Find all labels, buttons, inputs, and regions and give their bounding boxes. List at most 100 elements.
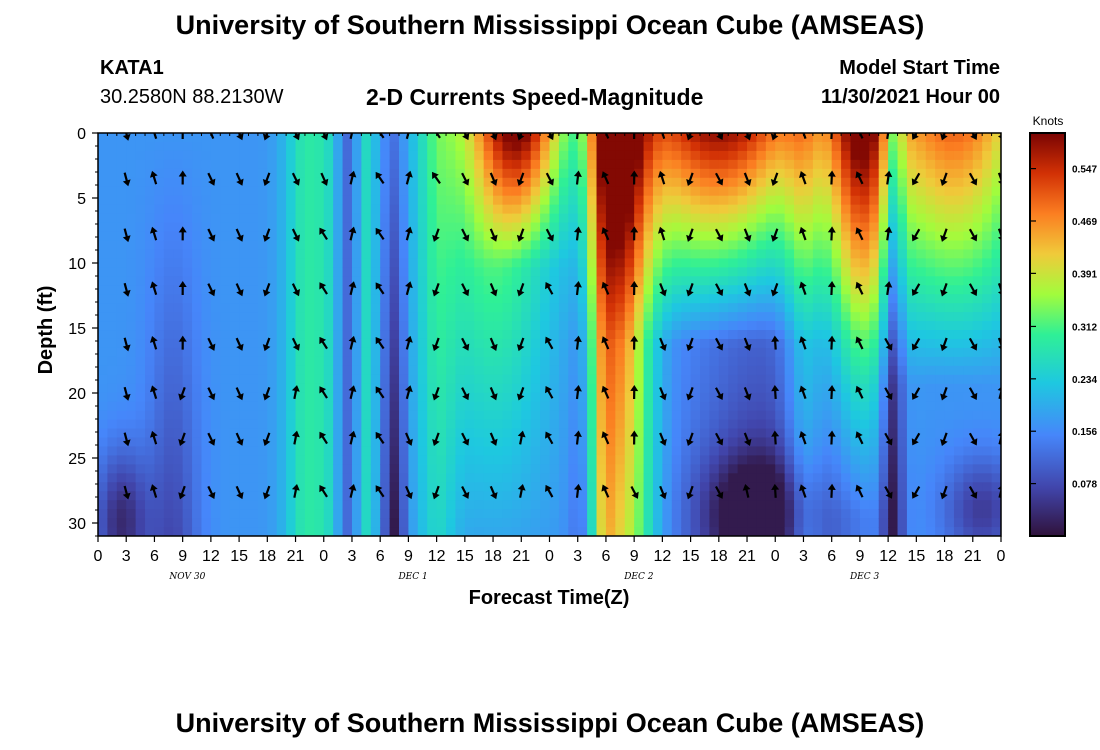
heatmap-cell	[568, 294, 579, 304]
heatmap-cell	[878, 338, 889, 349]
heatmap-cell	[643, 213, 654, 224]
heatmap-cell	[803, 491, 814, 501]
heatmap-cell	[540, 401, 551, 412]
heatmap-cell	[502, 518, 513, 528]
heatmap-cell	[323, 213, 334, 224]
heatmap-cell	[765, 195, 776, 206]
heatmap-cell	[737, 159, 748, 170]
heatmap-cell	[662, 518, 673, 528]
heatmap-cell	[370, 518, 381, 528]
current-arrow	[375, 431, 385, 445]
heatmap-cell	[681, 518, 692, 528]
heatmap-cell	[822, 374, 833, 385]
heatmap-cell	[248, 321, 259, 331]
heatmap-cell	[822, 222, 833, 233]
heatmap-cell	[972, 401, 983, 412]
heatmap-cell	[577, 338, 588, 349]
heatmap-cell	[267, 464, 278, 474]
heatmap-cell	[935, 133, 946, 143]
heatmap-cell	[709, 222, 720, 233]
heatmap-cell	[728, 141, 739, 152]
current-arrow	[405, 335, 413, 350]
heatmap-cell	[229, 303, 240, 313]
heatmap-cell	[511, 356, 522, 367]
heatmap-cell	[652, 204, 663, 215]
heatmap-cell	[248, 231, 259, 242]
heatmap-cell	[700, 285, 711, 295]
heatmap-cell	[257, 141, 268, 152]
heatmap-cell	[370, 464, 381, 474]
heatmap-cell	[634, 330, 645, 340]
heatmap-cell	[257, 258, 268, 268]
heatmap-cell	[549, 464, 560, 474]
heatmap-cell	[690, 356, 701, 367]
heatmap-cell	[794, 330, 805, 340]
heatmap-cell	[220, 356, 231, 367]
heatmap-cell	[558, 428, 569, 439]
heatmap-cell	[389, 356, 400, 367]
heatmap-cell	[107, 518, 118, 528]
heatmap-cell	[700, 133, 711, 143]
heatmap-cell	[267, 500, 278, 510]
heatmap-cell	[634, 455, 645, 465]
heatmap-cell	[135, 500, 146, 510]
heatmap-cell	[690, 455, 701, 465]
heatmap-cell	[229, 383, 240, 394]
heatmap-cell	[549, 258, 560, 268]
heatmap-cell	[897, 168, 908, 179]
heatmap-cell	[399, 312, 410, 322]
heatmap-cell	[643, 338, 654, 349]
heatmap-cell	[605, 195, 616, 206]
heatmap-cell	[427, 500, 438, 510]
heatmap-cell	[192, 258, 203, 268]
heatmap-cell	[427, 473, 438, 483]
heatmap-cell	[605, 267, 616, 277]
heatmap-cell	[577, 401, 588, 412]
heatmap-cell	[737, 365, 748, 376]
heatmap-cell	[982, 204, 993, 215]
heatmap-cell	[700, 518, 711, 528]
current-arrow	[573, 385, 582, 400]
heatmap-cell	[831, 285, 842, 295]
current-arrow	[348, 335, 357, 350]
heatmap-cell	[229, 141, 240, 152]
current-arrow	[884, 170, 893, 185]
heatmap-cell	[436, 276, 447, 286]
heatmap-cell	[145, 500, 156, 510]
heatmap-cell	[408, 285, 419, 295]
heatmap-cell	[681, 168, 692, 179]
heatmap-cell	[841, 464, 852, 474]
heatmap-cell	[351, 177, 362, 188]
heatmap-cell	[728, 500, 739, 510]
heatmap-cell	[229, 347, 240, 358]
heatmap-cell	[399, 186, 410, 197]
current-arrow	[911, 337, 921, 351]
heatmap-cell	[464, 133, 475, 143]
heatmap-cell	[417, 455, 428, 465]
heatmap-cell	[652, 249, 663, 259]
heatmap-cell	[878, 222, 889, 233]
heatmap-cell	[765, 222, 776, 233]
heatmap-cell	[502, 455, 513, 465]
x-tick-label: 0	[997, 548, 1006, 565]
heatmap-cell	[775, 464, 786, 474]
heatmap-cell	[690, 491, 701, 501]
heatmap-cell	[596, 446, 607, 456]
heatmap-cell	[483, 356, 494, 367]
heatmap-cell	[446, 500, 457, 510]
heatmap-cell	[267, 186, 278, 197]
heatmap-cell	[615, 509, 626, 519]
heatmap-cell	[596, 500, 607, 510]
heatmap-cell	[276, 392, 287, 403]
heatmap-cell	[107, 428, 118, 439]
current-arrow	[122, 386, 131, 401]
heatmap-cell	[624, 267, 635, 277]
heatmap-cell	[728, 294, 739, 304]
heatmap-cell	[718, 419, 729, 430]
heatmap-cell	[540, 231, 551, 242]
heatmap-cell	[765, 276, 776, 286]
heatmap-cell	[700, 213, 711, 224]
heatmap-cell	[869, 401, 880, 412]
heatmap-cell	[652, 150, 663, 161]
heatmap-cell	[953, 195, 964, 206]
